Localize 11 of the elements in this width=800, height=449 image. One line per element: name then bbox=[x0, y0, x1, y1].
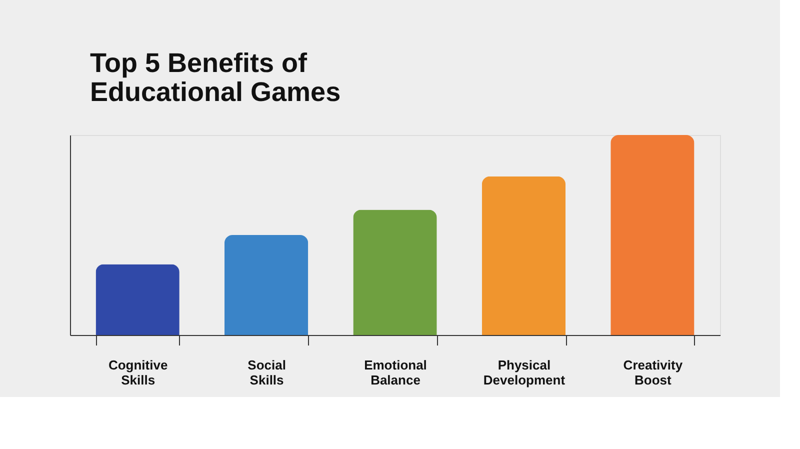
x-tick-label: Emotional Balance bbox=[364, 358, 427, 388]
x-tick-label: Creativity Boost bbox=[623, 358, 684, 388]
x-tick-label: Social Skills bbox=[248, 358, 286, 388]
bar bbox=[96, 264, 180, 335]
bar bbox=[224, 235, 308, 335]
x-tick-label: Cognitive Skills bbox=[108, 358, 168, 388]
bar bbox=[482, 176, 566, 335]
bar bbox=[610, 135, 694, 335]
x-tick-label: Physical Development bbox=[483, 358, 566, 388]
chart-title: Top 5 Benefits of Educational Games bbox=[90, 48, 341, 107]
bar bbox=[353, 210, 437, 335]
